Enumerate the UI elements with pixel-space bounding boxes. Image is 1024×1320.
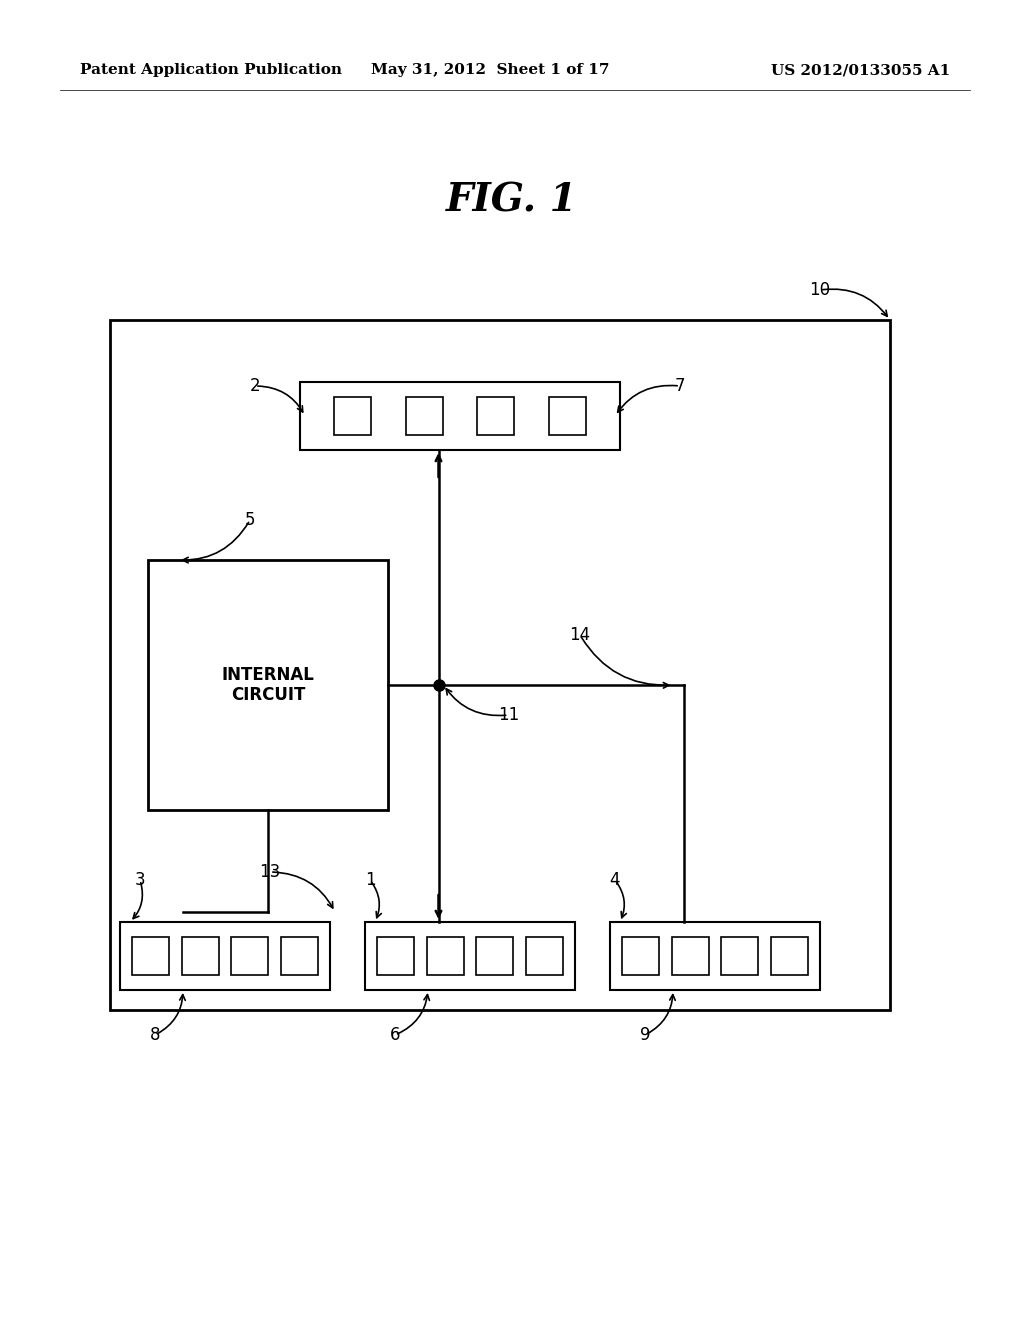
Text: 7: 7 [675, 378, 685, 395]
Text: 11: 11 [498, 706, 519, 723]
Bar [427, 937, 464, 974]
Text: 1: 1 [365, 871, 376, 888]
Text: 10: 10 [809, 281, 830, 300]
Text: INTERNAL
CIRCUIT: INTERNAL CIRCUIT [221, 665, 314, 705]
Bar [672, 937, 709, 974]
Bar [623, 937, 659, 974]
Bar [610, 921, 820, 990]
Bar [110, 319, 890, 1010]
Text: FIG. 1: FIG. 1 [446, 181, 578, 219]
Text: 9: 9 [640, 1026, 650, 1044]
Text: 2: 2 [250, 378, 260, 395]
Bar [770, 937, 808, 974]
Text: US 2012/0133055 A1: US 2012/0133055 A1 [771, 63, 950, 77]
Bar [365, 921, 575, 990]
Bar [181, 937, 219, 974]
Bar [549, 397, 586, 434]
Bar [476, 937, 513, 974]
Text: 6: 6 [390, 1026, 400, 1044]
Bar [132, 937, 170, 974]
Text: 5: 5 [245, 511, 255, 529]
Text: 14: 14 [569, 626, 591, 644]
Text: Patent Application Publication: Patent Application Publication [80, 63, 342, 77]
Bar [477, 397, 514, 434]
Bar [525, 937, 563, 974]
Bar [334, 397, 372, 434]
Bar [120, 921, 330, 990]
Text: 4: 4 [609, 871, 621, 888]
Bar [300, 381, 620, 450]
Bar [406, 397, 443, 434]
Bar [231, 937, 268, 974]
Text: 3: 3 [135, 871, 145, 888]
Bar [281, 937, 317, 974]
Text: 8: 8 [150, 1026, 160, 1044]
Bar [721, 937, 759, 974]
Bar [148, 560, 388, 810]
Bar [377, 937, 415, 974]
Text: 13: 13 [259, 863, 281, 880]
Text: May 31, 2012  Sheet 1 of 17: May 31, 2012 Sheet 1 of 17 [371, 63, 609, 77]
